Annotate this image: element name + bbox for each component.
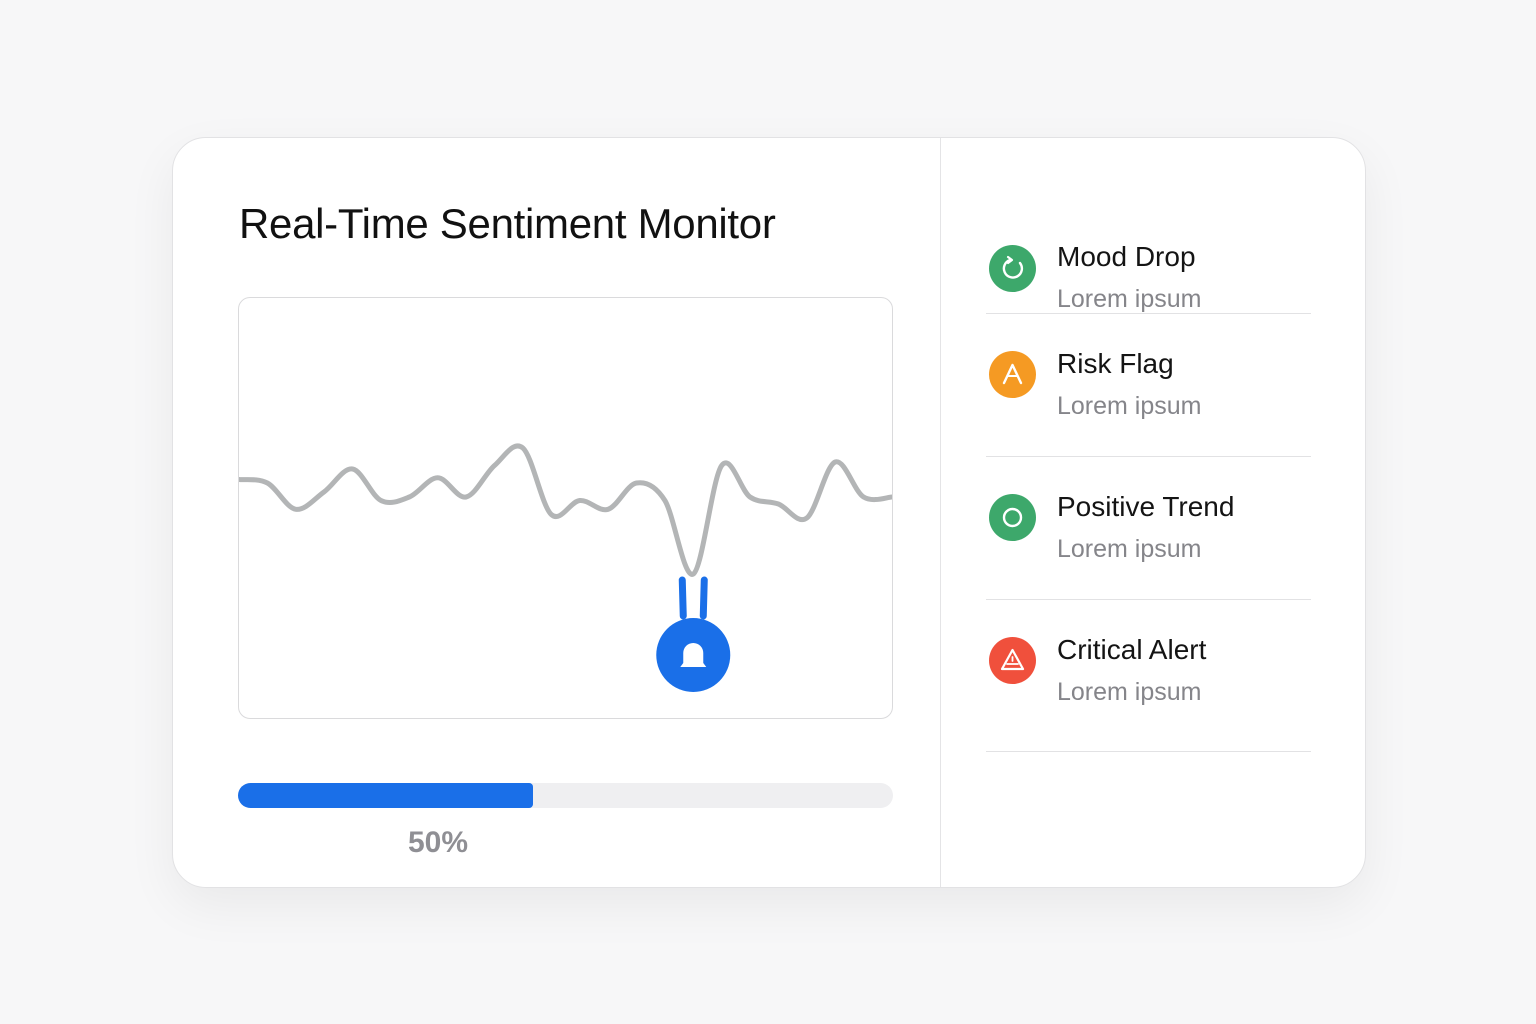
progress-fill (238, 783, 533, 808)
progress-bar (238, 783, 893, 808)
alert-separator (986, 313, 1311, 314)
alerts-panel: Mood Drop Lorem ipsum Risk Flag Lorem ip… (941, 138, 1365, 887)
alert-item-critical-alert[interactable]: Critical Alert Lorem ipsum (986, 600, 1311, 752)
warning-icon (989, 637, 1036, 684)
sentiment-card: Real-Time Sentiment Monitor 50% (172, 137, 1366, 888)
panel-divider (940, 138, 941, 887)
monitor-panel: Real-Time Sentiment Monitor 50% (173, 138, 940, 887)
progress-label: 50% (407, 826, 468, 859)
alert-item-mood-drop[interactable]: Mood Drop Lorem ipsum (986, 171, 1311, 314)
alert-separator (986, 599, 1311, 600)
alert-subtitle: Lorem ipsum (1057, 392, 1202, 420)
caret-up-icon (989, 351, 1036, 398)
refresh-icon (989, 245, 1036, 292)
alert-title: Mood Drop (1057, 241, 1196, 272)
alert-title: Positive Trend (1057, 491, 1235, 522)
alert-separator (986, 751, 1311, 752)
alert-title: Risk Flag (1057, 348, 1174, 379)
page-title: Real-Time Sentiment Monitor (239, 200, 776, 247)
sentiment-chart-svg (239, 443, 892, 692)
sentiment-chart (238, 297, 893, 719)
circle-icon (989, 494, 1036, 541)
alert-subtitle: Lorem ipsum (1057, 678, 1202, 706)
alert-title: Critical Alert (1057, 634, 1207, 665)
alert-subtitle: Lorem ipsum (1057, 285, 1202, 313)
bell-icon (680, 643, 707, 667)
alert-subtitle: Lorem ipsum (1057, 535, 1202, 563)
sentiment-line (239, 443, 892, 577)
alert-item-risk-flag[interactable]: Risk Flag Lorem ipsum (986, 314, 1311, 457)
alert-marker[interactable] (656, 618, 731, 692)
alert-separator (986, 456, 1311, 457)
sentiment-dip-highlight (678, 576, 708, 620)
alert-item-positive-trend[interactable]: Positive Trend Lorem ipsum (986, 457, 1311, 600)
